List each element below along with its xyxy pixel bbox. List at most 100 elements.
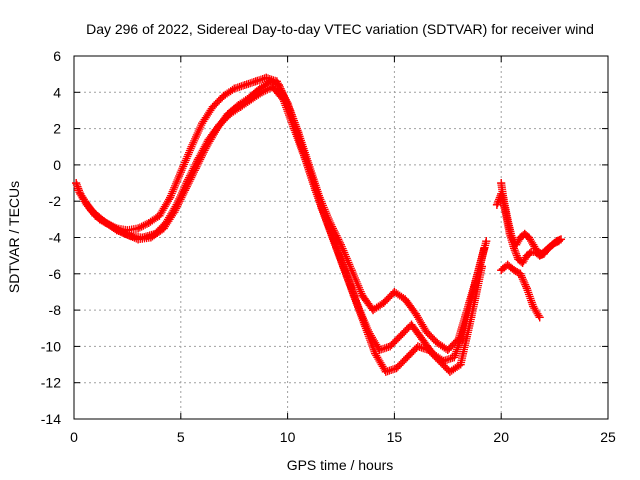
data-point [497, 266, 506, 275]
data-point [159, 224, 168, 233]
data-point [554, 237, 563, 246]
data-point [516, 233, 525, 242]
series-trace-e [497, 179, 563, 258]
y-tick-label: -2 [49, 193, 62, 209]
data-point [392, 364, 401, 373]
x-tick-label: 15 [387, 429, 403, 445]
data-point [482, 237, 491, 246]
data-point [146, 233, 155, 242]
data-point [520, 229, 529, 238]
data-point [390, 287, 399, 296]
data-point [181, 186, 190, 195]
data-point [401, 295, 410, 304]
x-tick-label: 10 [280, 429, 296, 445]
data-point [435, 356, 444, 365]
x-tick-label: 20 [493, 429, 509, 445]
y-tick-label: -6 [49, 266, 62, 282]
data-point [134, 224, 143, 233]
y-tick-label: -12 [41, 375, 61, 391]
data-point [198, 119, 207, 128]
data-point [245, 93, 254, 102]
y-axis: -14 -12 -10 -8 -6 -4 -2 0 2 4 6 [41, 48, 608, 427]
y-tick-label: -14 [41, 411, 61, 427]
data-point [445, 367, 454, 376]
data-point [443, 346, 452, 355]
data-point [529, 302, 538, 311]
data-point [255, 84, 264, 93]
data-point [456, 360, 465, 369]
data-point [251, 77, 260, 86]
data-point [275, 81, 284, 90]
x-axis: 0 5 10 15 20 25 [70, 56, 616, 445]
data-point [467, 313, 476, 322]
data-point [296, 139, 305, 148]
data-point [78, 193, 87, 202]
data-point [166, 193, 175, 202]
series-trace [74, 82, 489, 365]
data-point [170, 208, 179, 217]
data-point [328, 233, 337, 242]
data-point [349, 291, 358, 300]
data-point [285, 106, 294, 115]
data-point [477, 262, 486, 271]
data-point [424, 346, 433, 355]
y-tick-label: 4 [53, 84, 61, 100]
data-point [507, 233, 516, 242]
data-point [74, 186, 83, 195]
data-point [499, 193, 508, 202]
data-point [262, 73, 271, 82]
data-point [542, 246, 551, 255]
data-point [379, 298, 388, 307]
data-point [396, 331, 405, 340]
data-point [87, 206, 96, 215]
data-point [381, 367, 390, 376]
data-point [503, 260, 512, 269]
data-point [240, 81, 249, 90]
data-point [219, 91, 228, 100]
chart-title: Day 296 of 2022, Sidereal Day-to-day VTE… [86, 21, 594, 37]
data-point [223, 110, 232, 119]
y-tick-label: 0 [53, 157, 61, 173]
data-point [191, 164, 200, 173]
data-point [533, 248, 542, 257]
data-point [522, 251, 531, 260]
series-trace-b [74, 82, 489, 365]
y-tick-label: 6 [53, 48, 61, 64]
data-point [546, 242, 555, 251]
data-point [386, 342, 395, 351]
data-point [134, 235, 143, 244]
series-trace-f [497, 260, 544, 322]
data-point [510, 266, 519, 275]
data-point [234, 101, 243, 110]
data-point [535, 313, 544, 322]
data-point [108, 222, 117, 231]
data-point [524, 233, 533, 242]
y-axis-title: SDTVAR / TECUs [6, 181, 22, 293]
data-point [176, 168, 185, 177]
data-point [266, 77, 275, 86]
data-point [450, 353, 459, 362]
data-point [403, 353, 412, 362]
data-point [360, 320, 369, 329]
data-point [518, 258, 527, 267]
data-point [317, 204, 326, 213]
data-point [72, 179, 81, 188]
data-point [550, 238, 559, 247]
y-tick-label: -10 [41, 338, 61, 354]
data-point [371, 349, 380, 358]
data-point [529, 240, 538, 249]
y-tick-label: 2 [53, 121, 61, 137]
data-point [418, 335, 427, 344]
data-point [433, 338, 442, 347]
data-point [213, 124, 222, 133]
y-tick-label: -8 [49, 302, 62, 318]
x-tick-label: 5 [177, 429, 185, 445]
data-point [413, 342, 422, 351]
data-point [497, 179, 506, 188]
data-point [522, 284, 531, 293]
data-point [512, 240, 521, 249]
series-trace-c [78, 77, 486, 376]
data-point [144, 218, 153, 227]
data-point [339, 262, 348, 271]
